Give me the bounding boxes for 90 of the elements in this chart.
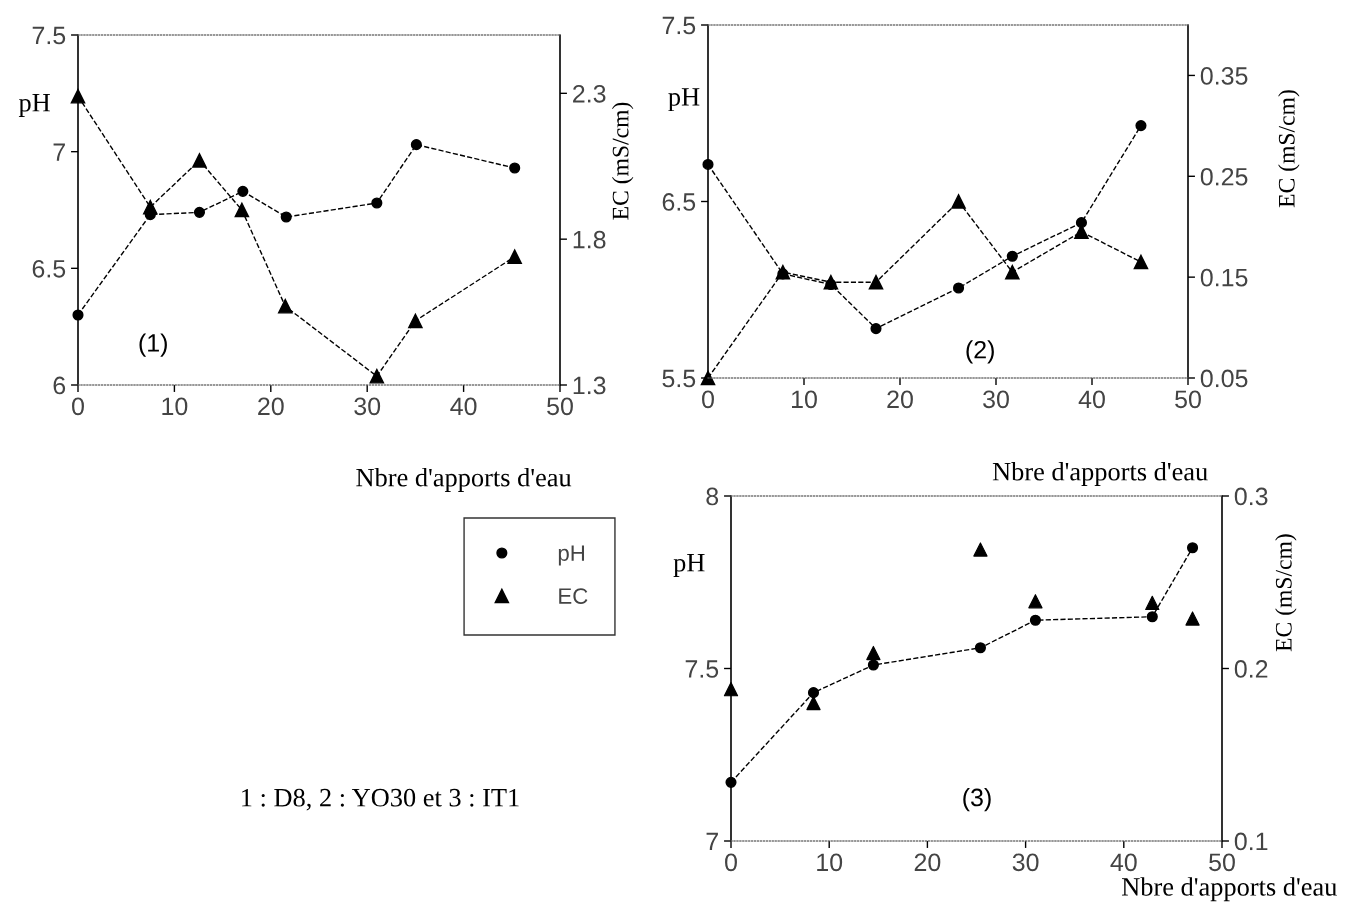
y-tick-label: 6.5 bbox=[662, 193, 696, 211]
point bbox=[777, 268, 789, 280]
x-tick-label: 30 bbox=[1012, 853, 1039, 872]
annotation: (3) bbox=[963, 787, 991, 812]
x-tick-label: 30 bbox=[983, 390, 1009, 409]
point bbox=[371, 197, 383, 209]
y-tick-label: 7.5 bbox=[662, 16, 696, 35]
y2-axis-title: EC (mS/cm) bbox=[1275, 534, 1297, 652]
y2-axis-title: EC (mS/cm) bbox=[1278, 90, 1300, 208]
x-tick-label: 40 bbox=[450, 397, 477, 416]
point bbox=[408, 313, 423, 329]
x-tick-label: 0 bbox=[702, 390, 714, 409]
point bbox=[1029, 614, 1041, 626]
y-tick-label: 7.5 bbox=[685, 660, 719, 678]
x-tick-label: 40 bbox=[1110, 853, 1137, 872]
y-axis-title: pH bbox=[668, 88, 700, 112]
point bbox=[1028, 594, 1043, 609]
y-tick-label: 7 bbox=[53, 143, 65, 161]
point bbox=[866, 645, 881, 661]
point bbox=[1146, 611, 1158, 623]
x-tick-label: 50 bbox=[1175, 390, 1201, 409]
point bbox=[870, 323, 882, 335]
y-axis-title: pH bbox=[18, 94, 50, 117]
point bbox=[237, 185, 249, 197]
y2-tick-label: 1.3 bbox=[573, 376, 606, 395]
y2-tick-label: 0.05 bbox=[1200, 369, 1248, 388]
x-tick-label: 0 bbox=[72, 397, 84, 416]
y2-tick-label: 1.8 bbox=[573, 230, 606, 249]
y2-tick-label: 0.3 bbox=[1234, 487, 1268, 506]
point bbox=[1006, 250, 1018, 262]
point bbox=[410, 139, 422, 151]
y2-tick-label: 0.15 bbox=[1200, 268, 1248, 287]
point bbox=[825, 278, 837, 291]
y2-tick-label: 0.35 bbox=[1200, 67, 1248, 85]
x-tick-label: 50 bbox=[547, 397, 573, 416]
x-tick-label: 20 bbox=[887, 390, 913, 409]
x-tick-label: 0 bbox=[725, 853, 737, 872]
point bbox=[807, 687, 820, 699]
y2-axis-title: EC (mS/cm) bbox=[611, 102, 634, 220]
point bbox=[192, 153, 207, 168]
point bbox=[234, 202, 250, 218]
point bbox=[867, 659, 879, 671]
point bbox=[369, 368, 385, 384]
y2-tick-label: 0.2 bbox=[1234, 660, 1268, 678]
point bbox=[509, 162, 521, 174]
point bbox=[277, 298, 293, 314]
point bbox=[1186, 542, 1199, 554]
point bbox=[1133, 254, 1149, 270]
point bbox=[1005, 264, 1020, 280]
y-tick-label: 7.5 bbox=[32, 26, 66, 45]
y-tick-label: 5.5 bbox=[662, 369, 696, 388]
y-tick-label: 6.5 bbox=[32, 259, 66, 278]
point bbox=[973, 542, 988, 557]
x-axis-title: Nbre d'apports d'eau bbox=[1121, 877, 1337, 902]
point bbox=[702, 158, 714, 170]
point bbox=[953, 282, 965, 294]
legend-label: EC bbox=[559, 588, 588, 604]
x-tick-label: 10 bbox=[817, 853, 843, 872]
point bbox=[951, 194, 966, 209]
x-tick-label: 20 bbox=[914, 853, 941, 872]
point bbox=[1135, 120, 1147, 132]
annotation: (2) bbox=[966, 340, 994, 364]
point bbox=[1075, 217, 1087, 229]
y2-tick-label: 0.1 bbox=[1234, 832, 1268, 851]
point bbox=[72, 309, 84, 321]
point bbox=[974, 642, 986, 654]
y2-tick-label: 0.25 bbox=[1200, 167, 1248, 186]
text: 1 : D8, 2 : YO30 et 3 : IT1 bbox=[242, 788, 519, 811]
point bbox=[193, 206, 206, 218]
point bbox=[280, 211, 292, 223]
x-tick-label: 30 bbox=[354, 397, 381, 416]
x-tick-label: 50 bbox=[1209, 853, 1235, 872]
point bbox=[725, 776, 737, 788]
x-tick-label: 10 bbox=[792, 390, 817, 409]
point bbox=[868, 274, 884, 290]
y-tick-label: 6 bbox=[53, 376, 66, 395]
x-tick-label: 10 bbox=[162, 397, 188, 416]
x-tick-label: 40 bbox=[1078, 390, 1105, 409]
y-tick-label: 8 bbox=[706, 487, 719, 506]
x-axis-title: Nbre d'apports d'eau bbox=[992, 462, 1208, 486]
y2-tick-label: 2.3 bbox=[573, 84, 606, 103]
y-tick-label: 7 bbox=[706, 832, 718, 851]
point bbox=[1145, 595, 1160, 611]
legend-label: pH bbox=[558, 545, 584, 566]
x-axis-title: Nbre d'apports d'eau bbox=[356, 467, 572, 492]
point bbox=[1185, 611, 1200, 626]
x-tick-label: 20 bbox=[258, 397, 284, 416]
point bbox=[507, 249, 522, 264]
annotation: (1) bbox=[139, 333, 167, 357]
y-axis-title: pH bbox=[673, 554, 705, 577]
